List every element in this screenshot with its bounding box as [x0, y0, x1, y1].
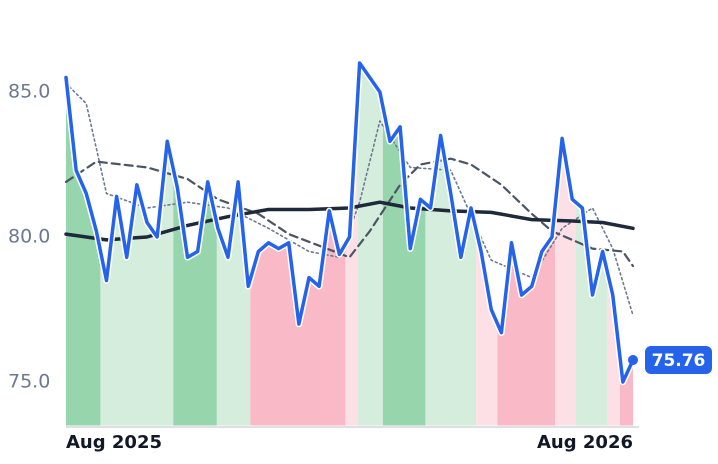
region — [357, 63, 383, 426]
x-tick-label: Aug 2025 — [66, 432, 162, 453]
y-tick-label: 75.0 — [8, 371, 50, 393]
last-value-label: 75.76 — [652, 351, 706, 371]
region — [476, 63, 498, 426]
line — [64, 157, 635, 268]
last-value-badge — [645, 345, 712, 374]
line — [64, 61, 635, 384]
region — [382, 63, 426, 426]
region — [497, 63, 556, 426]
line — [65, 82, 634, 317]
last-point — [628, 354, 638, 365]
x-tick-label: Aug 2026 — [537, 432, 633, 453]
y-tick-label: 85.0 — [8, 81, 50, 103]
y-tick-label: 80.0 — [8, 226, 50, 248]
